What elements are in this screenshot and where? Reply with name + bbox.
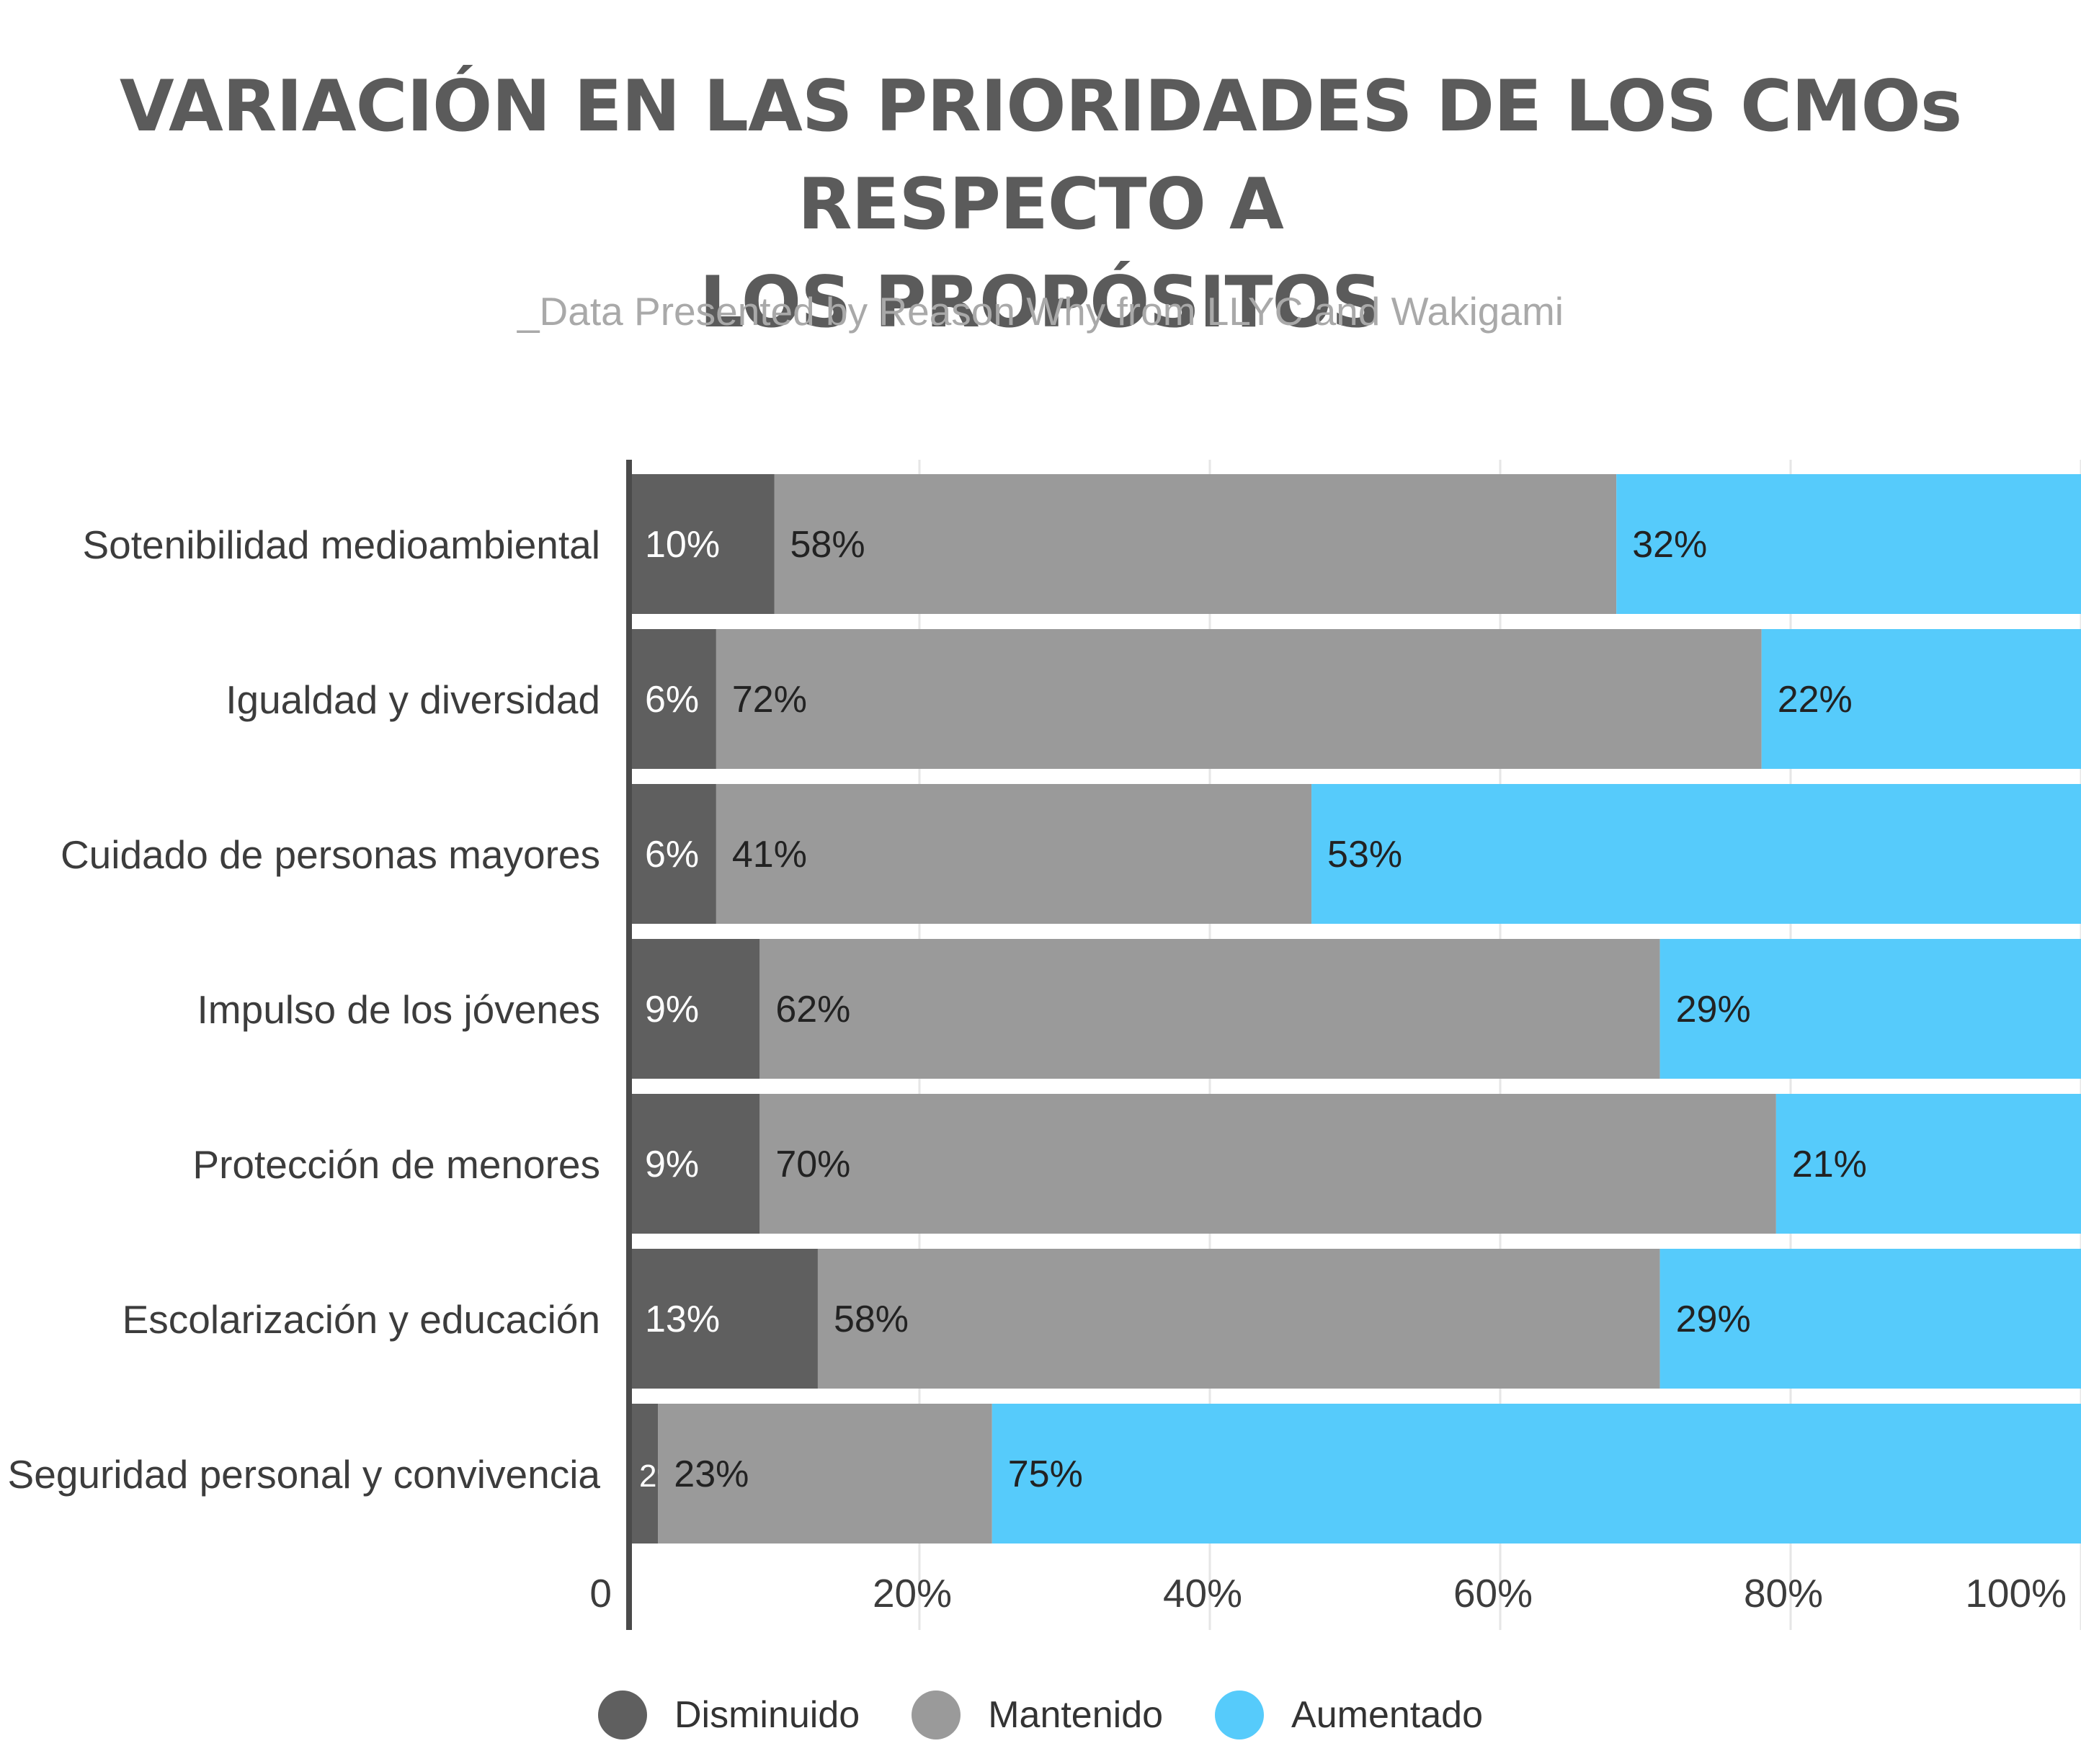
chart-legend: Disminuido Mantenido Aumentado — [0, 1679, 2081, 1751]
category-label-1: Igualdad y diversidad — [226, 677, 600, 722]
category-label-2: Cuidado de personas mayores — [61, 832, 600, 877]
bar-disminuido-0 — [629, 474, 775, 614]
bar-aumentado-0 — [1616, 474, 2081, 614]
x-tick-label-80: 80% — [1744, 1571, 1823, 1616]
stacked-bar-chart: 10% 58% 32% Sotenibilidad medioambiental 6% 7… — [8, 460, 2081, 1630]
chart-subtitle: _Data Presented by Reason Why from LLYC … — [517, 289, 1564, 334]
data-label-disminuido-3: 9% — [645, 989, 699, 1030]
data-label-aumentado-1: 22% — [1778, 679, 1853, 721]
data-label-mantenido-4: 70% — [775, 1144, 850, 1185]
data-label-aumentado-3: 29% — [1676, 989, 1751, 1030]
bar-mantenido-3 — [759, 939, 1660, 1079]
category-label-0: Sotenibilidad medioambiental — [82, 522, 600, 567]
bar-disminuido-2 — [629, 784, 716, 924]
category-label-3: Impulso de los jóvenes — [197, 987, 600, 1032]
data-label-disminuido-2: 6% — [645, 834, 699, 876]
bar-mantenido-0 — [774, 474, 1617, 614]
legend-item-mantenido: Mantenido — [912, 1690, 1163, 1740]
legend-label-mantenido: Mantenido — [988, 1694, 1164, 1736]
bar-aumentado-6 — [992, 1404, 2081, 1544]
bar-aumentado-3 — [1659, 939, 2081, 1079]
bar-mantenido-2 — [716, 784, 1312, 924]
data-label-aumentado-4: 21% — [1792, 1144, 1867, 1185]
data-label-mantenido-0: 58% — [790, 524, 865, 566]
category-label-4: Protección de menores — [192, 1142, 600, 1187]
bar-disminuido-3 — [629, 939, 760, 1079]
bar-disminuido-6 — [629, 1404, 659, 1544]
legend-item-aumentado: Aumentado — [1215, 1690, 1483, 1740]
bar-mantenido-5 — [817, 1249, 1660, 1389]
legend-swatch-disminuido — [597, 1690, 647, 1740]
x-tick-label-60: 60% — [1453, 1571, 1533, 1616]
data-label-aumentado-2: 53% — [1327, 834, 1402, 876]
data-label-disminuido-5: 13% — [645, 1298, 720, 1340]
bar-aumentado-4 — [1775, 1094, 2081, 1234]
legend-swatch-mantenido — [912, 1690, 961, 1740]
data-label-aumentado-6: 75% — [1008, 1453, 1083, 1495]
bar-disminuido-4 — [629, 1094, 760, 1234]
legend-label-aumentado: Aumentado — [1291, 1694, 1484, 1736]
category-label-5: Escolarización y educación — [122, 1297, 600, 1342]
x-tick-label-0: 0 — [589, 1571, 612, 1616]
category-label-6: Seguridad personal y convivencia — [8, 1452, 601, 1497]
data-label-mantenido-1: 72% — [732, 679, 807, 721]
bar-aumentado-2 — [1311, 784, 2081, 924]
bar-mantenido-6 — [658, 1404, 992, 1544]
legend-item-disminuido: Disminuido — [597, 1690, 860, 1740]
bar-mantenido-4 — [759, 1094, 1776, 1234]
data-label-mantenido-6: 23% — [674, 1453, 749, 1495]
chart-title: VARIACIÓN EN LAS PRIORIDADES DE LOS CMOs… — [0, 58, 2081, 352]
data-label-disminuido-1: 6% — [645, 679, 699, 721]
x-tick-label-40: 40% — [1163, 1571, 1242, 1616]
data-label-aumentado-0: 32% — [1632, 524, 1707, 566]
data-label-mantenido-2: 41% — [732, 834, 807, 876]
bar-disminuido-5 — [629, 1249, 818, 1389]
x-tick-label-20: 20% — [873, 1571, 952, 1616]
data-label-aumentado-5: 29% — [1676, 1298, 1751, 1340]
data-label-disminuido-4: 9% — [645, 1144, 699, 1185]
legend-swatch-aumentado — [1215, 1690, 1265, 1740]
data-label-mantenido-3: 62% — [775, 989, 850, 1030]
chart-title-line-1: VARIACIÓN EN LAS PRIORIDADES DE LOS CMOs… — [119, 66, 1962, 246]
bar-disminuido-1 — [629, 629, 716, 769]
bar-aumentado-5 — [1659, 1249, 2081, 1389]
bar-mantenido-1 — [716, 629, 1762, 769]
legend-label-disminuido: Disminuido — [674, 1694, 860, 1736]
bar-aumentado-1 — [1761, 629, 2081, 769]
x-tick-label-100: 100% — [1965, 1571, 2067, 1616]
data-label-disminuido-0: 10% — [645, 524, 720, 566]
data-label-mantenido-5: 58% — [834, 1298, 909, 1340]
chart-title-line-2: LOS PROPÓSITOS — [699, 262, 1382, 344]
